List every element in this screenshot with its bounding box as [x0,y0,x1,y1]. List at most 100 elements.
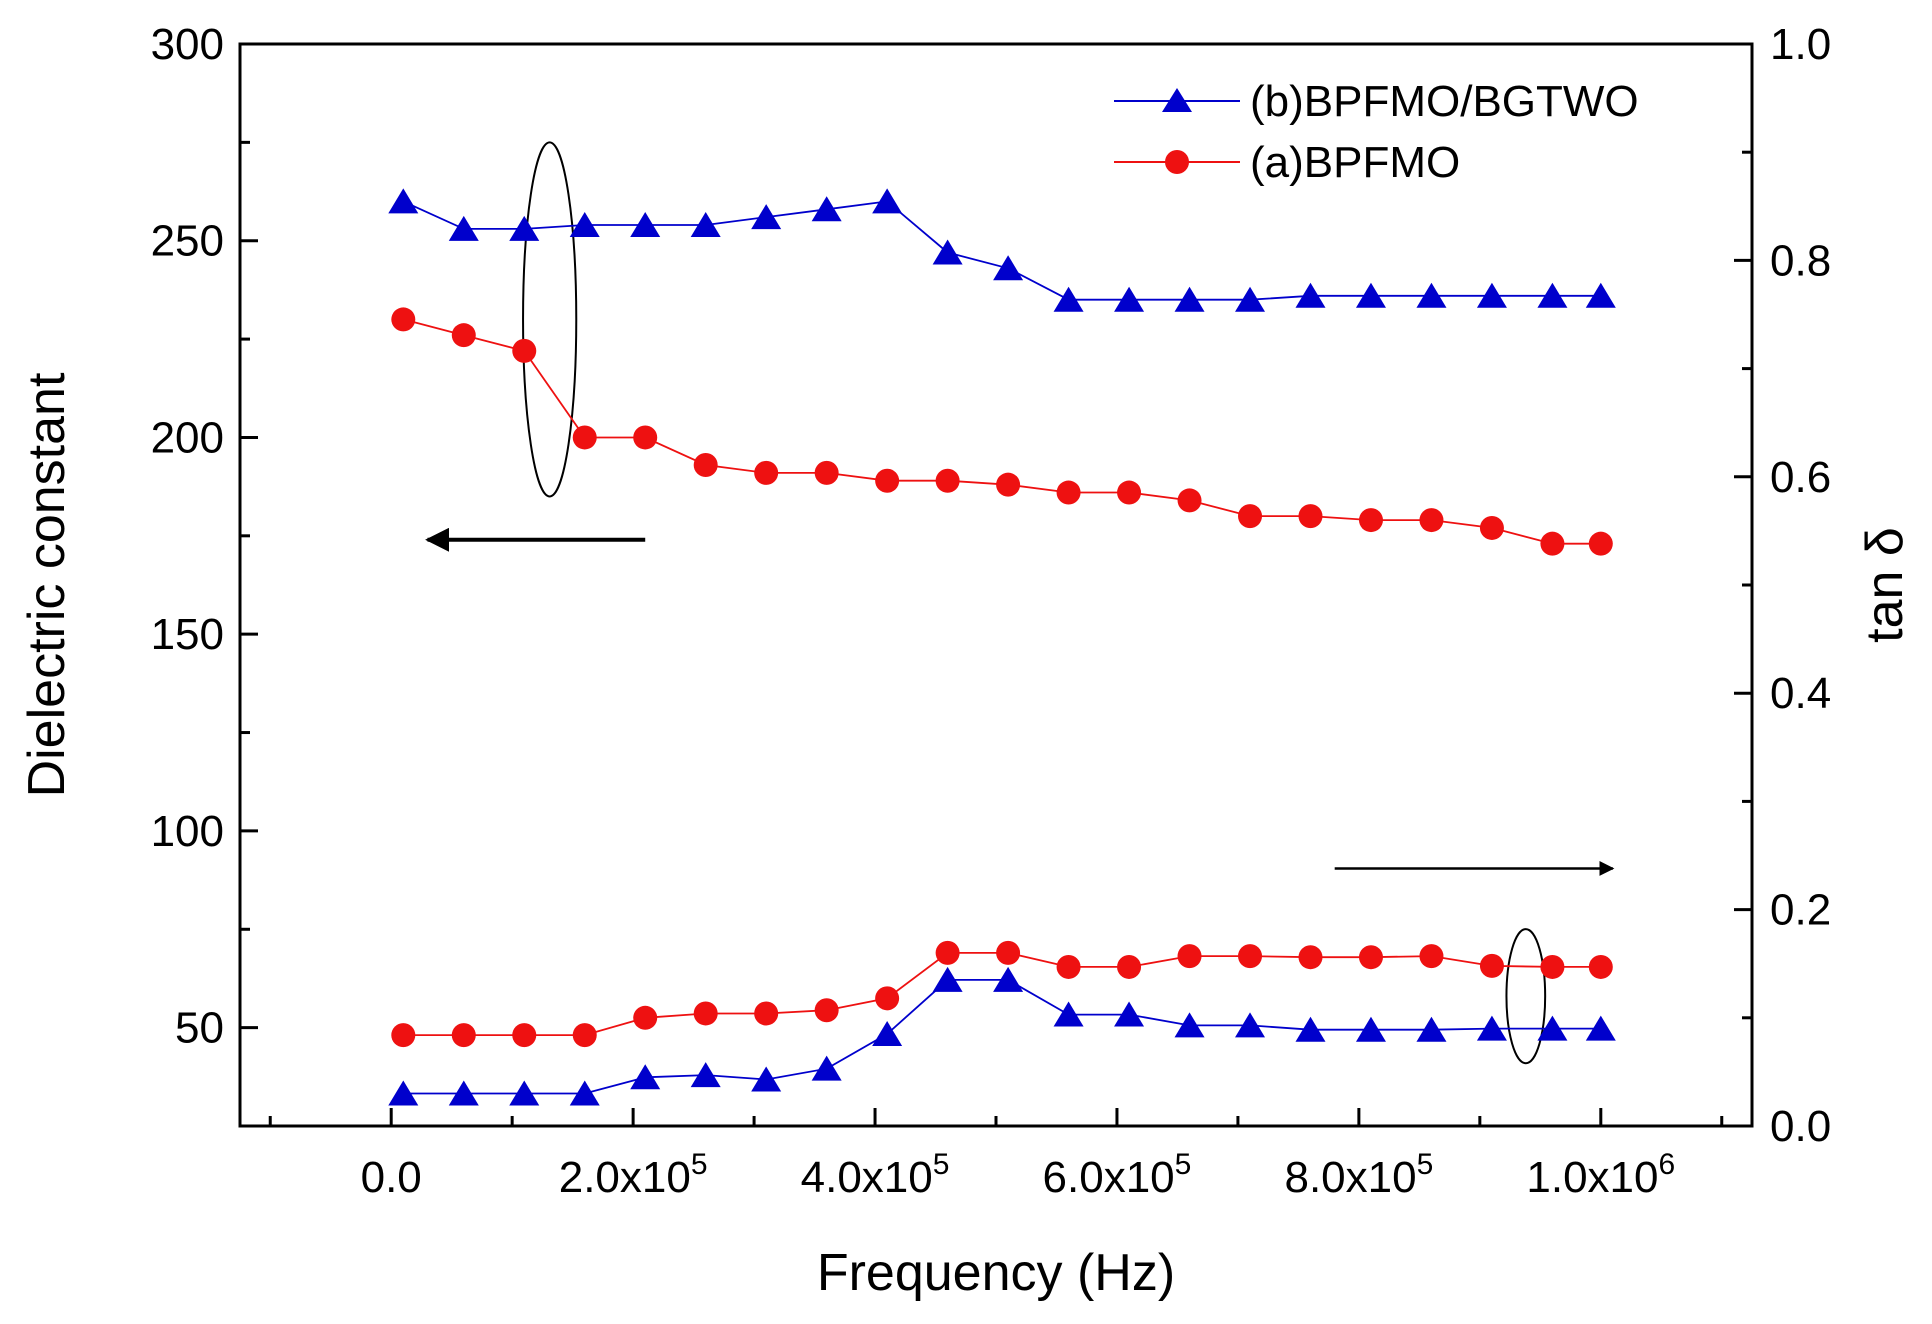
data-point-circle [1588,531,1613,556]
data-point-circle [1298,945,1323,970]
series-3-a-right [391,940,1613,1048]
data-point-triangle [1295,282,1326,308]
plot-frame [238,42,1754,1128]
data-point-circle [814,998,839,1023]
y-right-tick-labels: 0.0 0.2 0.4 0.6 0.8 1.0 [1770,20,1831,1151]
data-point-triangle [1174,286,1205,312]
data-point-circle [633,425,658,450]
data-point-triangle [1174,1012,1205,1038]
series-0-b-left [388,188,1616,312]
data-point-triangle [1235,1012,1266,1038]
y-right-tick-label: 0.4 [1770,669,1831,718]
data-point-circle [1358,945,1383,970]
data-point-triangle [1585,1015,1616,1041]
data-point-circle [1117,954,1142,979]
y-left-tick-label: 300 [151,20,224,69]
y-right-tick-label: 0.8 [1770,236,1831,285]
axis-ticks [240,42,1752,1128]
data-point-circle [1177,488,1202,513]
data-point-triangle [1295,1016,1326,1042]
data-point-circle [875,986,900,1011]
data-point-triangle [509,1080,540,1106]
data-point-triangle [690,211,721,237]
data-point-circle [1238,504,1263,529]
data-point-triangle [1476,282,1507,308]
data-point-circle [875,468,900,493]
data-point-triangle [872,188,903,214]
series-2-b-right [388,966,1616,1106]
y-left-tick-label: 150 [151,610,224,659]
data-point-triangle [1235,286,1266,312]
data-point-circle [1419,508,1444,533]
data-point-triangle [1053,286,1084,312]
legend-entry-b: (b)BPFMO/BGTWO [1114,77,1639,126]
data-point-triangle [1476,1015,1507,1041]
data-point-circle [996,472,1021,497]
y-right-tick-label: 0.6 [1770,453,1831,502]
data-point-triangle [751,1066,782,1092]
annotation-ellipse [522,141,578,498]
data-point-circle [1419,944,1444,969]
series-1-a-left [391,307,1613,556]
y-left-tick-label: 250 [151,217,224,266]
data-point-triangle [690,1062,721,1088]
annotations [425,141,1615,1065]
data-point-triangle [811,1055,842,1081]
x-tick-label: 0.0 [361,1153,422,1202]
data-point-triangle [993,966,1024,992]
y-left-tick-label: 100 [151,807,224,856]
x-tick-label: 1.0x106 [1526,1148,1675,1202]
y-right-tick-label: 1.0 [1770,20,1831,69]
legend: (b)BPFMO/BGTWO (a)BPFMO [1114,77,1639,187]
data-point-circle [1177,944,1202,969]
annotation-ellipse [1505,928,1547,1065]
x-tick-label: 6.0x105 [1043,1148,1192,1202]
x-axis-title: Frequency (Hz) [817,1244,1175,1302]
x-tick-label: 2.0x105 [559,1148,708,1202]
data-point-triangle [448,1080,479,1106]
legend-swatch-circle-icon [1165,150,1189,174]
data-point-circle [935,468,960,493]
y-right-tick-label: 0.0 [1770,1102,1831,1151]
data-point-triangle [1537,1015,1568,1041]
data-point-circle [451,323,476,348]
data-point-triangle [1585,282,1616,308]
data-point-circle [754,460,779,485]
data-point-circle [1540,531,1565,556]
data-point-triangle [569,211,600,237]
data-point-circle [754,1001,779,1026]
legend-entry-a: (a)BPFMO [1114,138,1460,187]
x-tick-labels: 0.0 2.0x105 4.0x105 6.0x105 8.0x105 1.0x106 [361,1148,1676,1202]
y-right-tick-label: 0.2 [1770,886,1831,935]
data-point-triangle [388,188,419,214]
data-point-triangle [1416,1016,1447,1042]
data-point-circle [1479,953,1504,978]
data-point-circle [572,425,597,450]
series-line [403,952,1601,1036]
data-point-circle [391,307,416,332]
y-left-axis-title: Dielectric constant [18,372,76,797]
data-point-circle [814,460,839,485]
data-point-triangle [1355,1016,1386,1042]
data-point-triangle [630,211,661,237]
data-point-circle [572,1023,597,1048]
data-point-circle [451,1023,476,1048]
data-point-circle [1540,954,1565,979]
data-point-triangle [1537,282,1568,308]
x-tick-label: 4.0x105 [801,1148,950,1202]
data-point-circle [633,1005,658,1030]
data-point-circle [512,1023,537,1048]
legend-label-a: (a)BPFMO [1250,138,1460,187]
data-point-circle [391,1023,416,1048]
y-left-tick-label: 200 [151,413,224,462]
y-left-tick-labels: 50 100 150 200 250 300 [151,20,224,1053]
data-point-circle [1588,954,1613,979]
y-right-axis-title: tan δ [1856,527,1914,643]
legend-swatch-triangle-icon [1162,88,1192,112]
x-tick-label: 8.0x105 [1284,1148,1433,1202]
data-point-triangle [1355,282,1386,308]
data-point-triangle [932,239,963,265]
data-point-triangle [993,255,1024,281]
data-point-circle [1298,504,1323,529]
